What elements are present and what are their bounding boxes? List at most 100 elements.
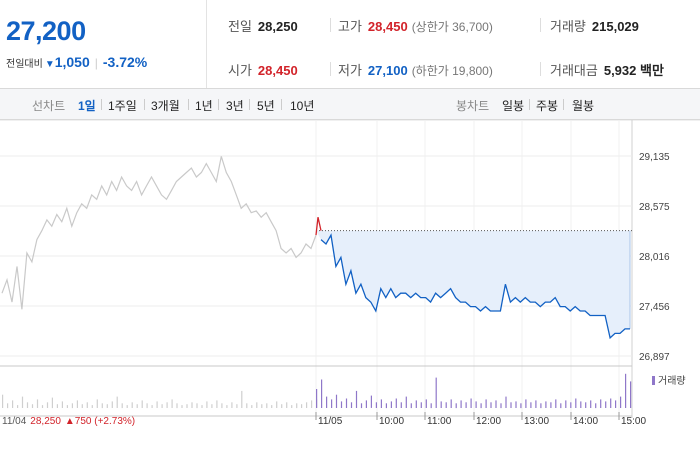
- x-tick-label: 13:00: [524, 416, 549, 427]
- tab-monthly-candle[interactable]: 월봉: [572, 99, 595, 113]
- volume-bar: [490, 402, 492, 408]
- volume-bar: [545, 401, 547, 408]
- prev-day-price: 28,250: [30, 416, 61, 427]
- volume-bar: [575, 398, 577, 408]
- divider: [218, 99, 219, 110]
- tab-weekly-candle[interactable]: 주봉: [536, 99, 559, 113]
- prev-day-change-pct: (+2.73%): [94, 416, 136, 427]
- volume-bar: [515, 401, 517, 408]
- volume-bar: [211, 404, 213, 408]
- volume-bar: [565, 400, 567, 408]
- volume-bar: [156, 401, 158, 408]
- volume-bar: [350, 402, 353, 408]
- divider: [540, 18, 541, 32]
- volume-bar: [191, 402, 193, 408]
- volume-bar: [455, 403, 457, 409]
- volume-bar: [166, 402, 168, 408]
- divider: [330, 18, 331, 32]
- volume-bar: [221, 403, 223, 409]
- line-chart-label: 선차트: [32, 99, 66, 113]
- volume-bar: [56, 404, 58, 408]
- volume-bar: [286, 402, 288, 408]
- previous-day-line: [1, 156, 317, 310]
- volume-bar: [410, 403, 412, 409]
- volume-bar: [520, 403, 522, 409]
- volume-bar: [525, 399, 527, 408]
- tab-1-year[interactable]: 1년: [195, 99, 213, 113]
- legend-swatch: [652, 376, 655, 385]
- volume-bar: [281, 404, 283, 408]
- volume-bar: [121, 403, 123, 409]
- change-label: 전일대비: [6, 59, 43, 70]
- volume-bar: [256, 402, 258, 408]
- volume-bar: [610, 398, 612, 408]
- tab-1-week[interactable]: 1주일: [108, 99, 137, 113]
- prev-day-change: ▲750 (+2.73%): [65, 416, 135, 427]
- volume-bar: [246, 403, 248, 409]
- stat-label: 고가: [338, 19, 362, 34]
- tab-5-years[interactable]: 5년: [257, 99, 275, 113]
- volume-bar: [465, 402, 467, 408]
- tab-10-years[interactable]: 10년: [290, 99, 315, 113]
- tab-1-day[interactable]: 1일: [78, 99, 96, 113]
- volume-bar: [510, 402, 512, 408]
- volume-bar: [151, 405, 153, 408]
- volume-bar: [116, 396, 118, 408]
- volume-bar: [7, 403, 9, 409]
- down-triangle-icon: ▼: [44, 59, 55, 70]
- volume-bar: [585, 402, 587, 408]
- volume-bar: [560, 403, 562, 409]
- volume-bar: [126, 405, 128, 408]
- volume-bar: [306, 402, 308, 408]
- volume-bar: [231, 402, 233, 408]
- volume-bar: [276, 401, 278, 408]
- stat-amount: 거래대금 5,932 백만: [550, 60, 664, 79]
- volume-bar: [326, 396, 328, 408]
- price-lines: [1, 156, 630, 340]
- volume-bar: [76, 400, 78, 408]
- prev-day-change-amount: 750: [74, 416, 92, 427]
- today-line: [320, 233, 630, 340]
- change-percent: -3.72%: [102, 54, 148, 70]
- x-tick-label: 12:00: [476, 416, 501, 427]
- volume-bar: [61, 401, 63, 408]
- volume-bar: [445, 402, 447, 408]
- divider: [188, 99, 189, 110]
- volume-bar: [171, 399, 173, 408]
- volume-bar: [331, 399, 333, 408]
- x-tick-label: 14:00: [573, 416, 598, 427]
- volume-bar: [485, 399, 487, 408]
- chart-toolbar: 선차트 1일 1주일 3개월 1년 3년 5년 10년 봉차트 일봉 주봉 월봉: [0, 89, 700, 120]
- volume-bar: [131, 402, 133, 408]
- stat-value: 28,450: [257, 63, 298, 78]
- stat-label: 저가: [338, 63, 362, 78]
- volume-bar: [96, 399, 98, 408]
- divider: [144, 99, 145, 110]
- volume-bar: [51, 397, 53, 409]
- price-chart[interactable]: 29,135 28,575 28,016 27,456 26,897 11/05 10:0…: [0, 119, 700, 450]
- x-tick-label: 11:00: [427, 416, 452, 427]
- volume-bar: [595, 403, 597, 409]
- y-axis-labels: 29,135 28,575 28,016 27,456 26,897: [639, 152, 670, 363]
- volume-bar: [430, 403, 432, 409]
- prev-day-info: 11/04 28,250 ▲750 (+2.73%): [2, 416, 135, 427]
- volume-bar: [370, 395, 372, 408]
- volume-bar: [415, 400, 417, 408]
- stock-summary: 27,200 전일대비 ▼1,050 | -3.72% 전일 28,250 시가 28,4…: [0, 0, 700, 89]
- volume-bar: [425, 399, 427, 408]
- tab-3-years[interactable]: 3년: [226, 99, 244, 113]
- volume-bar: [360, 403, 363, 409]
- y-tick-label: 29,135: [639, 152, 670, 163]
- up-segment: [315, 217, 322, 236]
- volume-bar: [106, 404, 108, 408]
- x-tick-label: 10:00: [379, 416, 404, 427]
- volume-bar: [505, 396, 507, 408]
- volume-bar: [266, 403, 268, 409]
- volume-bar: [550, 402, 552, 408]
- tab-daily-candle[interactable]: 일봉: [502, 99, 525, 113]
- divider: [540, 62, 541, 76]
- tab-3-months[interactable]: 3개월: [151, 99, 180, 113]
- volume-bars: [2, 373, 632, 409]
- volume-bar: [580, 401, 582, 408]
- volume-bar: [460, 400, 462, 408]
